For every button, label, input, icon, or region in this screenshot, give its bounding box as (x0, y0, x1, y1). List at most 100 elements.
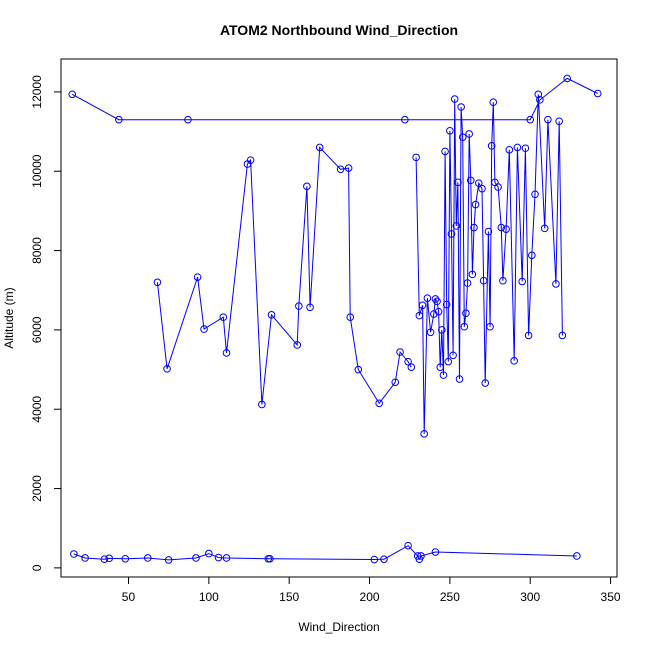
data-point (466, 176, 475, 185)
data-point (164, 556, 173, 564)
series-line (415, 94, 563, 434)
x-tick-label: 150 (279, 590, 299, 604)
y-axis-label: Altitude (m) (2, 287, 16, 348)
x-tick-label: 350 (601, 590, 621, 604)
data-point (295, 302, 303, 310)
data-point (412, 153, 420, 162)
data-point (336, 165, 345, 174)
data-point (404, 541, 412, 550)
data-point (370, 555, 379, 564)
data-point (502, 225, 510, 233)
data-point (449, 351, 457, 360)
data-point (497, 223, 506, 232)
data-point (423, 294, 432, 302)
data-point (426, 328, 435, 337)
data-point (463, 279, 472, 287)
data-point (555, 117, 563, 126)
data-point (420, 430, 428, 438)
data-point (375, 399, 383, 408)
data-point (433, 297, 441, 306)
data-point (534, 90, 543, 99)
x-tick-label: 200 (360, 590, 380, 604)
data-point (153, 278, 162, 287)
x-tick-label: 100 (199, 590, 219, 604)
data-point (267, 311, 276, 319)
data-point (462, 309, 470, 318)
data-point (479, 276, 488, 285)
data-point (431, 295, 440, 303)
data-point (354, 365, 363, 374)
series-line (156, 146, 412, 405)
data-point (528, 251, 536, 260)
data-point (434, 307, 443, 316)
data-point (489, 98, 498, 107)
data-point (401, 115, 409, 124)
data-point (457, 103, 465, 111)
data-point (246, 156, 255, 164)
data-point (475, 179, 483, 187)
data-point (455, 375, 464, 383)
data-point (222, 554, 231, 562)
data-point (593, 89, 602, 98)
data-point (407, 363, 416, 371)
y-tick-label: 0 (30, 564, 44, 571)
data-point (486, 322, 494, 331)
data-point (415, 311, 424, 320)
data-point (266, 554, 274, 563)
data-point (105, 554, 114, 563)
data-point (468, 270, 477, 279)
data-point (439, 371, 448, 379)
data-point (222, 349, 231, 357)
data-point (344, 164, 353, 172)
data-point (487, 142, 496, 150)
series-line (73, 545, 577, 561)
data-point (346, 313, 355, 322)
y-tick-label: 6000 (30, 316, 44, 343)
data-point (481, 379, 490, 387)
data-point (573, 552, 581, 560)
data-point (396, 348, 404, 356)
x-axis: 50 100 150 200 250 300 350 (122, 576, 621, 604)
y-tick-label: 12000 (30, 75, 44, 109)
data-point (452, 222, 461, 230)
data-point (100, 555, 109, 563)
data-point (214, 553, 223, 562)
data-point (494, 183, 502, 191)
data-point (470, 223, 478, 232)
y-tick-label: 4000 (30, 396, 44, 423)
data-point (306, 303, 314, 312)
x-tick-label: 50 (122, 590, 136, 604)
y-tick-label: 8000 (30, 237, 44, 264)
data-point (484, 227, 493, 236)
data-point (552, 280, 560, 288)
y-axis: 0 2000 4000 6000 8000 10000 12000 (30, 75, 62, 571)
data-point (436, 363, 445, 371)
data-point (446, 126, 454, 135)
x-tick-label: 250 (440, 590, 460, 604)
data-point (558, 331, 567, 340)
data-point (404, 357, 412, 366)
data-point (81, 554, 89, 562)
data-point (441, 147, 449, 156)
data-point (499, 276, 507, 285)
plot-area-frame (60, 58, 618, 578)
series-layer (68, 74, 602, 564)
data-point (184, 115, 192, 124)
data-point (68, 90, 77, 99)
data-point (303, 182, 311, 191)
data-point (430, 310, 438, 318)
data-point (205, 549, 213, 558)
x-tick-label: 300 (520, 590, 540, 604)
data-point (258, 400, 266, 409)
data-point (526, 115, 535, 124)
data-point (417, 552, 425, 560)
data-point (518, 277, 526, 286)
data-point (478, 184, 486, 193)
data-point (465, 130, 473, 138)
data-point (510, 357, 518, 365)
data-point (192, 554, 200, 562)
data-point (444, 357, 453, 366)
data-point (315, 143, 324, 152)
